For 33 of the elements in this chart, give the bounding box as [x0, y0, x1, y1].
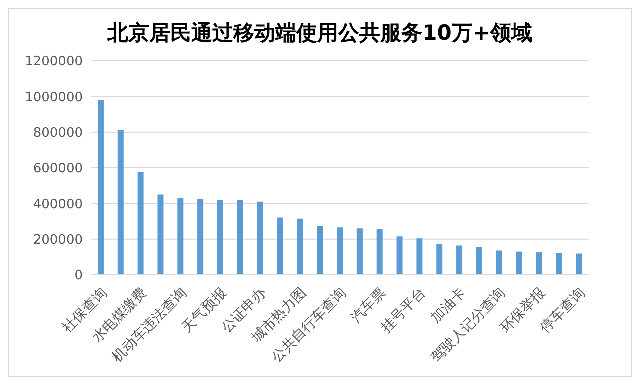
bar — [158, 194, 164, 275]
bar — [297, 218, 304, 275]
bar — [576, 254, 582, 275]
bar — [198, 199, 204, 275]
y-tick-label: 0 — [74, 268, 83, 284]
bar — [178, 198, 184, 275]
bar — [436, 244, 443, 275]
bar — [337, 228, 344, 275]
bar — [317, 226, 324, 275]
bar — [516, 252, 522, 275]
y-tick-label: 600000 — [33, 162, 83, 177]
y-tick-label: 200000 — [33, 232, 83, 248]
chart-title: 北京居民通过移动端使用公共服务10万+领域 — [106, 20, 534, 47]
bar — [476, 247, 482, 275]
bar — [356, 228, 363, 275]
bar — [556, 253, 562, 275]
bar — [118, 130, 124, 275]
y-tick-label: 400000 — [33, 197, 83, 212]
bar — [376, 230, 383, 275]
bar — [138, 172, 144, 275]
y-tick-label: 800000 — [33, 126, 83, 141]
bar — [277, 218, 284, 275]
y-tick-label: 1000000 — [25, 90, 83, 106]
bar — [416, 238, 423, 275]
bar — [496, 250, 502, 275]
y-tick-label: 1200000 — [25, 54, 83, 70]
bar — [98, 100, 104, 275]
bar — [456, 246, 463, 275]
bar — [237, 200, 244, 275]
bar — [217, 200, 224, 275]
bar — [396, 236, 403, 275]
bar — [257, 202, 264, 275]
bar — [536, 252, 542, 275]
